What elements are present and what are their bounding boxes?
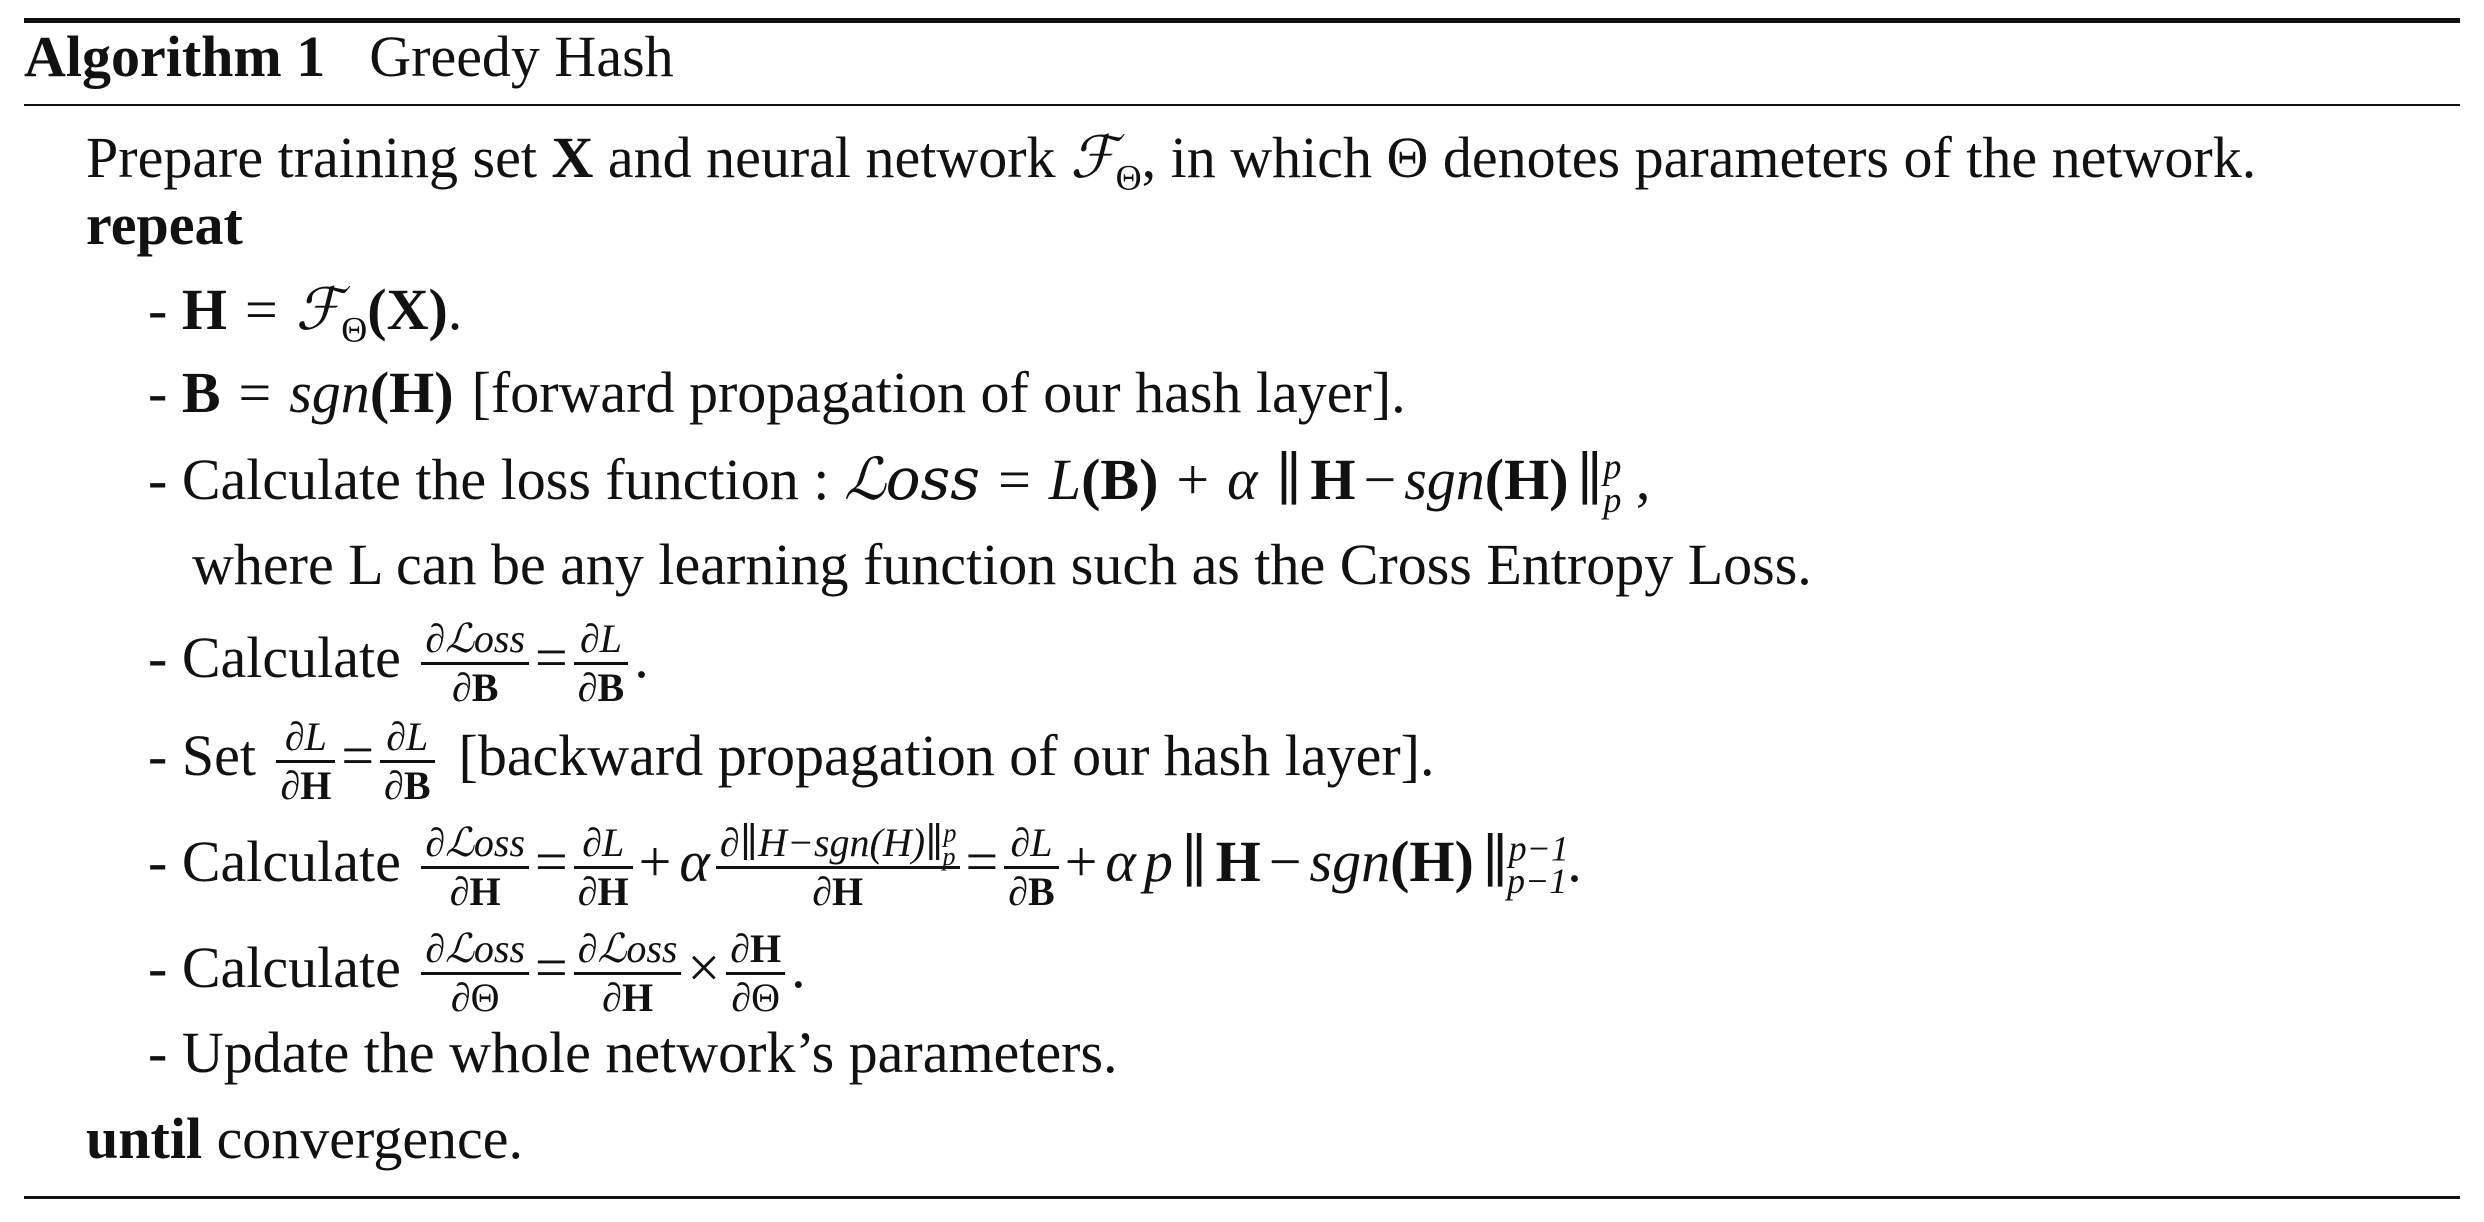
step-hash-forward: - B = sgn(H) [forward propagation of our ha… xyxy=(148,360,1406,425)
repeat-keyword: repeat xyxy=(86,192,243,257)
step-set-grad-h: - Set ∂L ∂H = ∂L ∂B [backward propagation of … xyxy=(148,714,1435,808)
fraction: ∂ℒoss ∂B xyxy=(421,618,530,709)
algorithm-caption: Algorithm 1 Greedy Hash xyxy=(24,28,674,86)
until-line: until convergence. xyxy=(86,1106,524,1171)
fraction: ∂H ∂Θ xyxy=(726,928,786,1019)
fraction: ∂ℒoss ∂Θ xyxy=(421,928,530,1019)
step-update-params: - Update the whole network’s parameters. xyxy=(148,1020,1118,1085)
fraction: ∂L ∂H xyxy=(573,822,633,913)
step-loss-note: where L can be any learning function suc… xyxy=(192,532,1812,597)
fraction: ∂L ∂B xyxy=(1004,822,1059,913)
top-rule xyxy=(24,18,2460,23)
step-prepare: Prepare training set X and neural networ… xyxy=(86,123,2257,198)
fraction: ∂L ∂H xyxy=(276,716,336,807)
bottom-rule xyxy=(24,1196,2460,1199)
fraction: ∂L ∂B xyxy=(380,716,435,807)
algorithm-title: Greedy Hash xyxy=(369,24,674,89)
caption-rule xyxy=(24,104,2460,106)
step-grad-h: - Calculate ∂ℒoss ∂H = ∂L ∂H + α ∂∥H−sgn(H)∥pp ∂… xyxy=(148,818,1582,914)
fraction: ∂ℒoss ∂H xyxy=(573,928,682,1019)
fraction: ∂∥H−sgn(H)∥pp ∂H xyxy=(715,820,960,913)
fraction: ∂L ∂B xyxy=(573,618,629,709)
step-loss-function: - Calculate the loss function : ℒoss = L(B… xyxy=(148,445,1651,520)
algorithm-label: Algorithm 1 xyxy=(24,24,326,89)
step-forward-output: - H = ℱΘ(X). xyxy=(148,275,463,350)
fraction: ∂ℒoss ∂H xyxy=(421,822,530,913)
step-grad-b: - Calculate ∂ℒoss ∂B = ∂L ∂B. xyxy=(148,616,649,710)
step-grad-theta: - Calculate ∂ℒoss ∂Θ = ∂ℒoss ∂H × ∂H ∂Θ. xyxy=(148,926,806,1020)
until-keyword: until xyxy=(86,1106,203,1171)
